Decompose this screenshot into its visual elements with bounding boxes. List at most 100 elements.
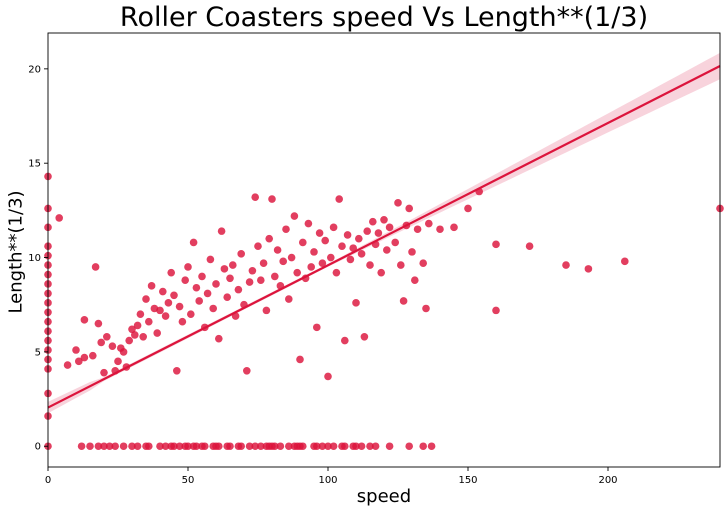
data-point: [399, 297, 408, 305]
data-point: [371, 442, 380, 451]
data-point: [271, 442, 279, 451]
data-point: [100, 368, 108, 377]
data-point: [257, 276, 265, 284]
data-point: [170, 291, 178, 300]
y-tick-label: 5: [35, 347, 41, 358]
data-point: [313, 442, 321, 451]
data-point: [324, 372, 332, 381]
data-point: [492, 306, 500, 315]
data-point: [119, 442, 128, 451]
data-point: [161, 312, 170, 320]
data-point: [128, 442, 136, 451]
data-point: [198, 272, 206, 281]
data-point: [265, 234, 274, 243]
data-point: [156, 442, 164, 451]
data-point: [161, 442, 170, 451]
data-point: [251, 193, 259, 201]
data-point: [178, 317, 187, 326]
data-point: [422, 304, 430, 313]
data-point: [145, 317, 153, 326]
x-tick-label: 0: [45, 475, 51, 486]
data-point: [237, 442, 245, 451]
data-point: [318, 442, 327, 451]
data-point: [173, 366, 181, 375]
data-point: [315, 229, 324, 237]
data-point: [259, 259, 268, 268]
data-point: [357, 249, 366, 258]
data-point: [343, 231, 352, 239]
data-point: [100, 442, 108, 451]
data-point: [77, 442, 86, 451]
data-point: [321, 236, 330, 245]
data-point: [147, 282, 156, 290]
data-point: [346, 255, 355, 264]
chart-title: Roller Coasters speed Vs Length**(1/3): [119, 2, 649, 33]
regression-ci-band: [48, 52, 720, 414]
data-point: [341, 336, 349, 345]
data-point: [192, 442, 201, 451]
data-point: [329, 223, 338, 232]
data-point: [223, 293, 231, 301]
data-point: [290, 212, 299, 220]
data-point: [203, 289, 212, 298]
data-point: [206, 255, 215, 264]
data-point: [97, 338, 105, 347]
data-point: [425, 219, 433, 228]
data-point: [187, 310, 195, 318]
data-point: [413, 225, 422, 234]
data-point: [55, 214, 63, 222]
data-point: [293, 268, 302, 277]
data-point: [72, 346, 80, 354]
data-point: [380, 216, 388, 224]
data-point: [374, 229, 383, 237]
data-point: [318, 259, 327, 268]
data-point: [229, 261, 237, 269]
data-point: [285, 442, 293, 451]
y-tick-label: 15: [28, 159, 41, 170]
data-point: [133, 442, 142, 451]
data-point: [427, 442, 436, 451]
data-point: [175, 442, 184, 451]
data-point: [105, 442, 114, 451]
data-point: [189, 238, 198, 247]
data-point: [145, 442, 153, 451]
data-point: [125, 336, 133, 345]
data-point: [226, 442, 234, 451]
data-point: [525, 242, 534, 251]
data-point: [215, 334, 223, 343]
data-point: [562, 261, 570, 269]
data-point: [282, 225, 290, 234]
regression-line: [47, 65, 721, 409]
x-tick-label: 200: [598, 475, 617, 486]
data-point: [385, 223, 394, 232]
data-point: [366, 442, 374, 451]
data-point: [164, 299, 173, 307]
data-point: [167, 268, 175, 277]
data-point: [299, 238, 307, 247]
data-point: [405, 442, 414, 451]
data-point: [329, 442, 338, 451]
data-point: [385, 442, 394, 451]
data-point: [285, 295, 293, 303]
y-tick-label: 20: [28, 64, 41, 75]
data-point: [355, 234, 363, 243]
data-point: [408, 248, 416, 256]
data-point: [271, 272, 279, 281]
data-point: [94, 319, 103, 328]
data-point: [419, 442, 428, 451]
data-point: [411, 276, 419, 284]
data-point: [91, 263, 100, 271]
data-point: [209, 304, 217, 313]
data-point: [128, 325, 136, 334]
data-point: [142, 295, 150, 303]
data-point: [257, 442, 265, 451]
data-point: [584, 265, 593, 273]
data-point: [327, 253, 335, 262]
data-point: [307, 263, 316, 271]
data-point: [63, 361, 72, 369]
data-point: [181, 276, 189, 284]
data-point: [341, 442, 349, 451]
data-point: [349, 244, 358, 252]
data-point: [80, 316, 89, 324]
